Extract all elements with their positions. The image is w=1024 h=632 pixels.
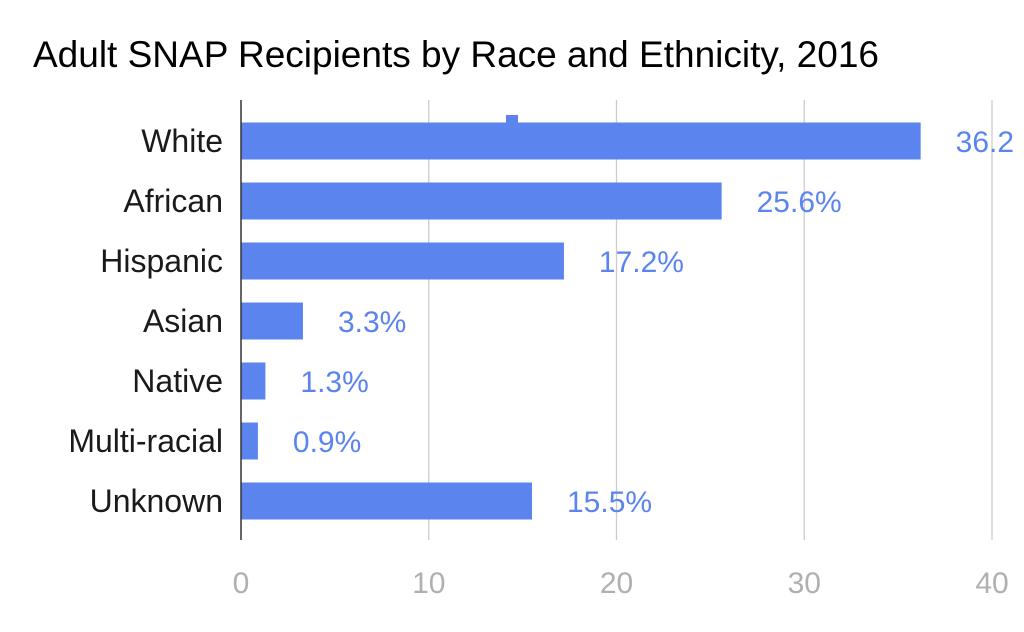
x-tick-label-10: 10 (412, 567, 445, 600)
category-label-multi-racial: Multi-racial (68, 423, 223, 459)
bar-unknown (241, 482, 533, 520)
category-label-white: White (141, 123, 223, 159)
category-label-asian: Asian (143, 303, 223, 339)
bar-white (241, 122, 921, 160)
x-tick-label-30: 30 (788, 567, 821, 600)
category-label-native: Native (132, 363, 223, 399)
bar-hispanic (241, 242, 564, 280)
x-tick-label-40: 40 (975, 567, 1008, 600)
value-label-unknown: 15.5% (567, 486, 652, 519)
value-label-hispanic: 17.2% (599, 246, 684, 279)
value-label-native: 1.3% (300, 366, 368, 399)
category-label-hispanic: Hispanic (100, 243, 223, 279)
value-label-african: 25.6% (757, 186, 842, 219)
labels: 0 10 20 30 40 White 36.2 African 25.6% Hispanic 17… (68, 123, 1014, 600)
chart-title: Adult SNAP Recipients by Race and Ethnic… (33, 34, 879, 75)
bar-marker (506, 115, 518, 124)
value-label-multi-racial: 0.9% (293, 426, 361, 459)
gridlines (428, 100, 993, 540)
bar-asian (241, 302, 303, 340)
x-tick-label-20: 20 (600, 567, 633, 600)
bars (241, 115, 921, 520)
bar-african (241, 182, 722, 220)
value-label-white: 36.2 (956, 126, 1014, 159)
bar-multi-racial (241, 422, 258, 460)
category-label-african: African (123, 183, 223, 219)
bar-native (241, 362, 266, 400)
category-label-unknown: Unknown (90, 483, 223, 519)
value-label-asian: 3.3% (338, 306, 406, 339)
x-tick-label-0: 0 (233, 567, 250, 600)
